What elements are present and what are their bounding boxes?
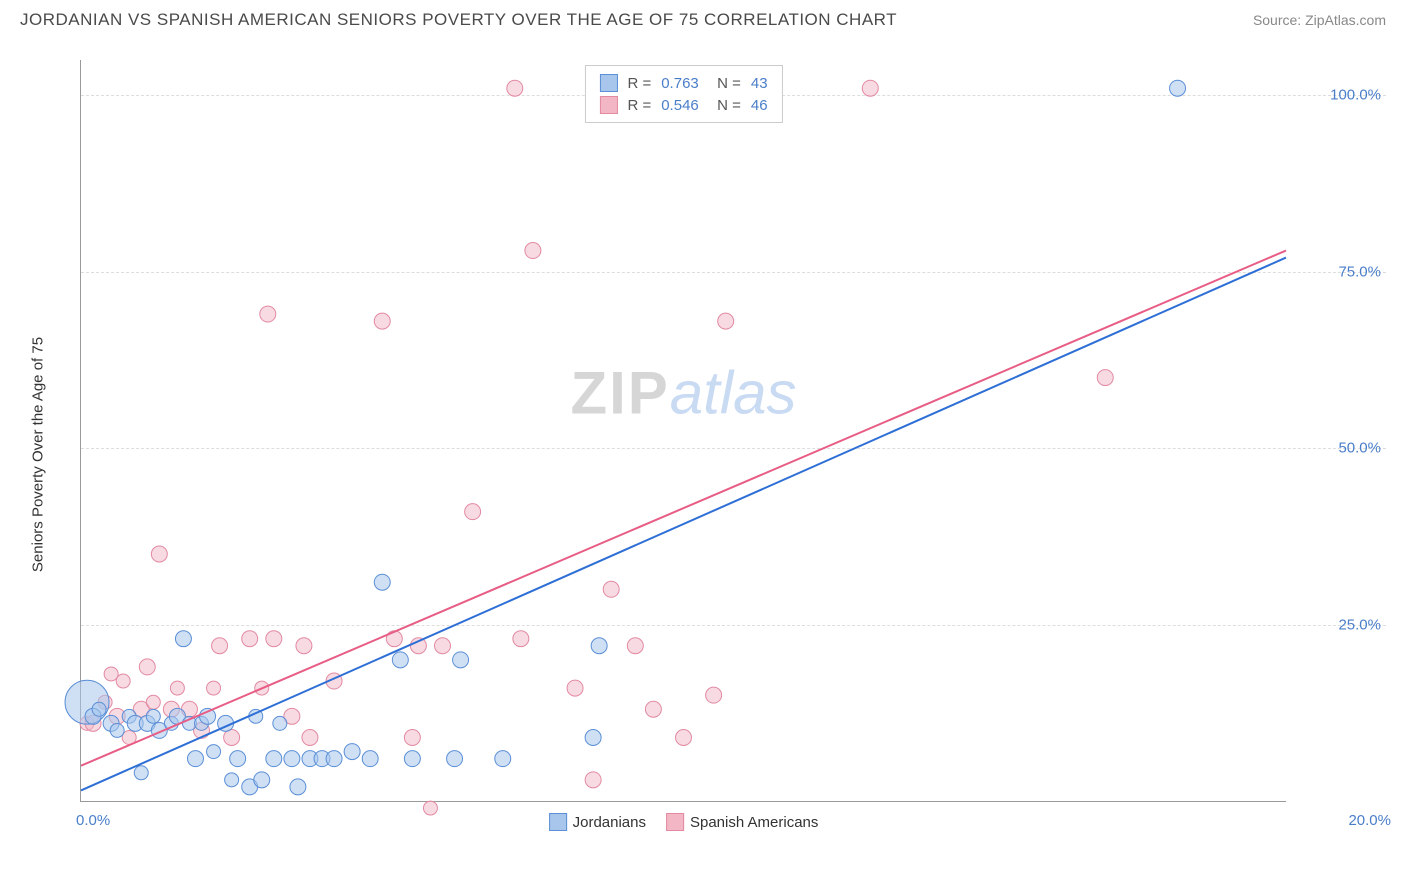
data-point: [513, 631, 529, 647]
data-point: [423, 801, 437, 815]
legend-bottom-item-2: Spanish Americans: [666, 813, 818, 831]
x-tick-1: 20.0%: [1348, 812, 1391, 829]
data-point: [344, 744, 360, 760]
scatter-svg: [81, 60, 1286, 801]
chart-header: JORDANIAN VS SPANISH AMERICAN SENIORS PO…: [0, 0, 1406, 30]
data-point: [525, 243, 541, 259]
data-point: [326, 751, 342, 767]
data-point: [453, 652, 469, 668]
legend-swatch-2: [599, 96, 617, 114]
data-point: [404, 751, 420, 767]
trend-line: [81, 251, 1286, 766]
n-label-2: N =: [709, 97, 741, 114]
data-point: [116, 674, 130, 688]
data-point: [170, 681, 184, 695]
trend-line: [81, 258, 1286, 791]
data-point: [1097, 370, 1113, 386]
data-point: [230, 751, 246, 767]
data-point: [302, 729, 318, 745]
data-point: [645, 701, 661, 717]
y-tick-label: 50.0%: [1338, 440, 1381, 457]
n-label-1: N =: [709, 75, 741, 92]
data-point: [224, 729, 240, 745]
data-point: [585, 772, 601, 788]
y-tick-label: 75.0%: [1338, 263, 1381, 280]
data-point: [718, 313, 734, 329]
data-point: [392, 652, 408, 668]
y-tick-label: 100.0%: [1330, 87, 1381, 104]
data-point: [362, 751, 378, 767]
data-point: [862, 80, 878, 96]
r-value-1: 0.763: [661, 75, 699, 92]
legend-bottom-swatch-1: [549, 813, 567, 831]
data-point: [585, 729, 601, 745]
y-axis-label: Seniors Poverty Over the Age of 75: [30, 337, 47, 572]
data-point: [567, 680, 583, 696]
data-point: [374, 313, 390, 329]
data-point: [706, 687, 722, 703]
data-point: [465, 504, 481, 520]
legend-bottom: Jordanians Spanish Americans: [549, 813, 819, 831]
data-point: [435, 638, 451, 654]
y-tick-label: 25.0%: [1338, 616, 1381, 633]
legend-bottom-label-1: Jordanians: [573, 814, 646, 831]
data-point: [134, 766, 148, 780]
data-point: [92, 702, 106, 716]
data-point: [266, 751, 282, 767]
data-point: [1170, 80, 1186, 96]
legend-swatch-1: [599, 74, 617, 92]
source-label: Source:: [1253, 12, 1301, 28]
data-point: [151, 546, 167, 562]
data-point: [254, 772, 270, 788]
data-point: [507, 80, 523, 96]
data-point: [603, 581, 619, 597]
source-value: ZipAtlas.com: [1305, 12, 1386, 28]
data-point: [242, 631, 258, 647]
data-point: [139, 659, 155, 675]
data-point: [374, 574, 390, 590]
data-point: [404, 729, 420, 745]
data-point: [212, 638, 228, 654]
data-point: [146, 695, 160, 709]
data-point: [447, 751, 463, 767]
legend-bottom-item-1: Jordanians: [549, 813, 646, 831]
legend-stats-row-1: R = 0.763 N = 43: [599, 72, 767, 94]
data-point: [260, 306, 276, 322]
x-tick-0: 0.0%: [76, 812, 110, 829]
data-point: [225, 773, 239, 787]
data-point: [207, 681, 221, 695]
r-label-2: R =: [627, 97, 651, 114]
r-label-1: R =: [627, 75, 651, 92]
data-point: [266, 631, 282, 647]
legend-bottom-label-2: Spanish Americans: [690, 814, 818, 831]
data-point: [495, 751, 511, 767]
data-point: [296, 638, 312, 654]
data-point: [175, 631, 191, 647]
chart-title: JORDANIAN VS SPANISH AMERICAN SENIORS PO…: [20, 10, 897, 30]
data-point: [273, 716, 287, 730]
data-point: [290, 779, 306, 795]
data-point: [676, 729, 692, 745]
n-value-2: 46: [751, 97, 768, 114]
data-point: [591, 638, 607, 654]
source-attribution: Source: ZipAtlas.com: [1253, 12, 1386, 28]
n-value-1: 43: [751, 75, 768, 92]
legend-bottom-swatch-2: [666, 813, 684, 831]
chart-container: Seniors Poverty Over the Age of 75 ZIPat…: [48, 60, 1386, 832]
plot-area: ZIPatlas R = 0.763 N = 43 R = 0.546 N = …: [80, 60, 1286, 802]
r-value-2: 0.546: [661, 97, 699, 114]
data-point: [284, 751, 300, 767]
data-point: [207, 745, 221, 759]
data-point: [146, 709, 160, 723]
data-point: [627, 638, 643, 654]
data-point: [187, 751, 203, 767]
data-point: [110, 723, 124, 737]
legend-stats-box: R = 0.763 N = 43 R = 0.546 N = 46: [584, 65, 782, 123]
legend-stats-row-2: R = 0.546 N = 46: [599, 94, 767, 116]
